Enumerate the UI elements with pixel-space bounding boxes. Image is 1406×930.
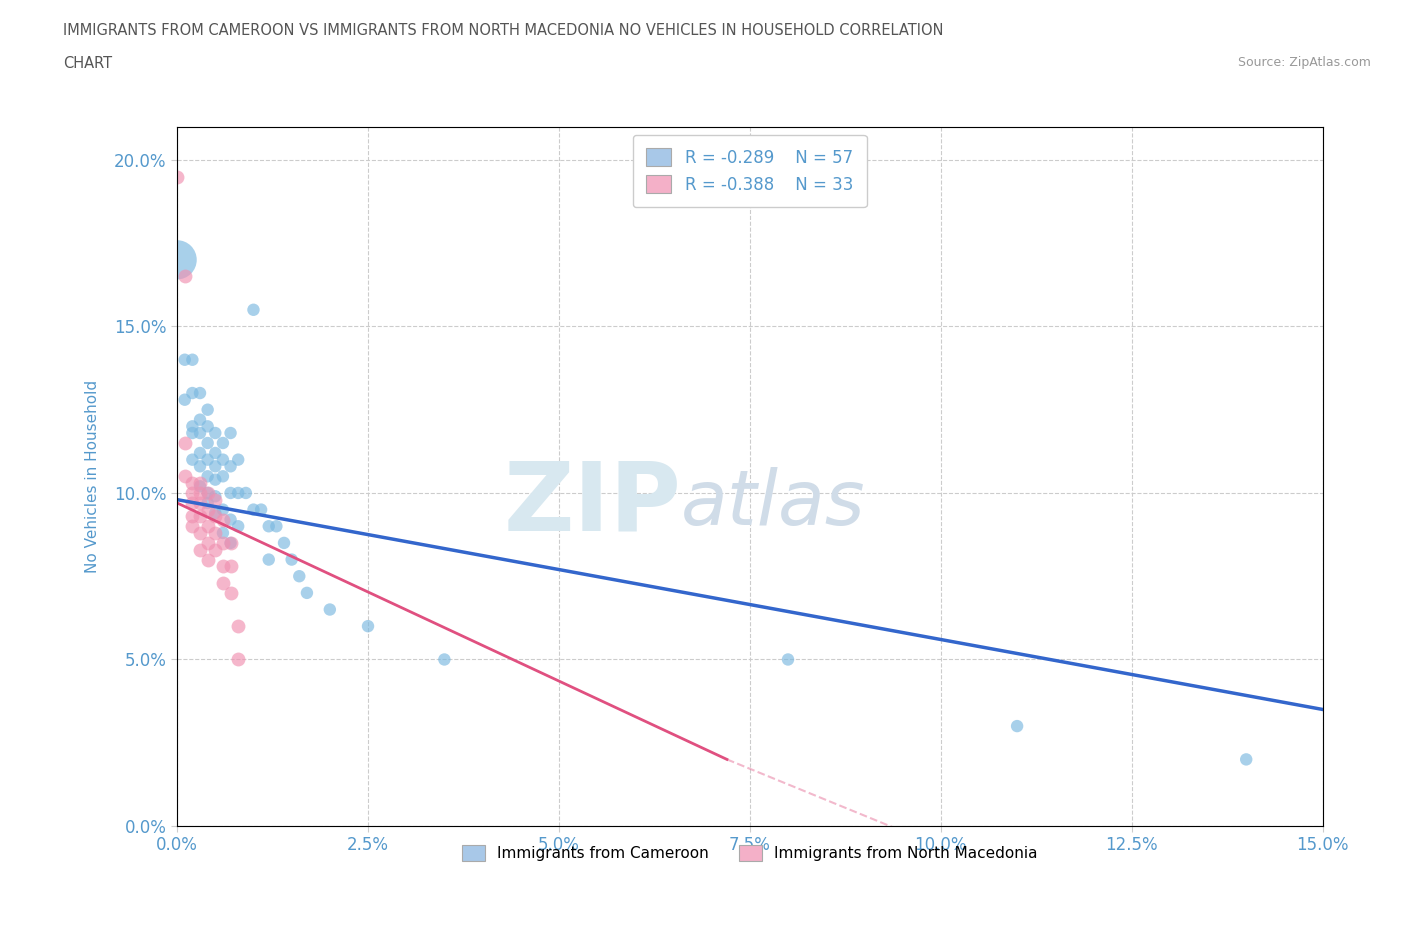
Point <box>197 418 219 433</box>
Point <box>219 512 242 527</box>
Point <box>1234 752 1257 767</box>
Point <box>776 652 799 667</box>
Point <box>197 496 219 511</box>
Point <box>242 302 264 317</box>
Point <box>188 479 211 494</box>
Point <box>226 452 249 467</box>
Point <box>166 169 188 184</box>
Point <box>181 386 204 401</box>
Point <box>219 458 242 473</box>
Point <box>197 403 219 418</box>
Point <box>204 542 226 557</box>
Point <box>181 496 204 511</box>
Point <box>319 602 342 617</box>
Point <box>273 536 295 551</box>
Point <box>212 559 235 574</box>
Point <box>219 426 242 441</box>
Point <box>212 452 235 467</box>
Point <box>197 435 219 450</box>
Point <box>204 492 226 507</box>
Point <box>181 452 204 467</box>
Point <box>173 392 195 407</box>
Point <box>219 536 242 551</box>
Point <box>242 502 264 517</box>
Text: ZIP: ZIP <box>503 458 681 551</box>
Point <box>204 489 226 504</box>
Point <box>197 536 219 551</box>
Point <box>257 552 280 567</box>
Point <box>212 536 235 551</box>
Point <box>188 426 211 441</box>
Point <box>197 485 219 500</box>
Point <box>204 509 226 524</box>
Point <box>197 519 219 534</box>
Point <box>188 386 211 401</box>
Point <box>188 458 211 473</box>
Point <box>212 512 235 527</box>
Text: atlas: atlas <box>681 467 866 541</box>
Point <box>188 496 211 511</box>
Point <box>226 652 249 667</box>
Point <box>188 485 211 500</box>
Point <box>212 435 235 450</box>
Point <box>433 652 456 667</box>
Point <box>181 475 204 490</box>
Point <box>280 552 302 567</box>
Point <box>288 569 311 584</box>
Point <box>188 445 211 460</box>
Y-axis label: No Vehicles in Household: No Vehicles in Household <box>86 379 100 573</box>
Point <box>295 585 318 600</box>
Point <box>226 485 249 500</box>
Point <box>197 485 219 500</box>
Point <box>212 502 235 517</box>
Point <box>181 509 204 524</box>
Point <box>1005 719 1028 734</box>
Point <box>219 559 242 574</box>
Point <box>188 509 211 524</box>
Point <box>219 485 242 500</box>
Point <box>181 418 204 433</box>
Point <box>188 525 211 540</box>
Point <box>204 472 226 487</box>
Point <box>188 475 211 490</box>
Point <box>235 485 257 500</box>
Legend: Immigrants from Cameroon, Immigrants from North Macedonia: Immigrants from Cameroon, Immigrants fro… <box>456 839 1045 868</box>
Point <box>226 519 249 534</box>
Point <box>219 585 242 600</box>
Point <box>357 618 380 633</box>
Text: CHART: CHART <box>63 56 112 71</box>
Point <box>166 252 188 267</box>
Point <box>212 576 235 591</box>
Point <box>204 426 226 441</box>
Point <box>204 525 226 540</box>
Point <box>212 469 235 484</box>
Point <box>197 452 219 467</box>
Point <box>204 458 226 473</box>
Point <box>197 502 219 517</box>
Point <box>204 445 226 460</box>
Point <box>197 552 219 567</box>
Point <box>173 352 195 367</box>
Point <box>219 536 242 551</box>
Point <box>173 435 195 450</box>
Point <box>181 352 204 367</box>
Point <box>181 485 204 500</box>
Point <box>188 412 211 427</box>
Point <box>226 618 249 633</box>
Point <box>181 426 204 441</box>
Point <box>266 519 288 534</box>
Point <box>257 519 280 534</box>
Point <box>173 469 195 484</box>
Point <box>204 506 226 521</box>
Point <box>188 542 211 557</box>
Point <box>197 469 219 484</box>
Text: IMMIGRANTS FROM CAMEROON VS IMMIGRANTS FROM NORTH MACEDONIA NO VEHICLES IN HOUSE: IMMIGRANTS FROM CAMEROON VS IMMIGRANTS F… <box>63 23 943 38</box>
Point <box>181 519 204 534</box>
Point <box>212 525 235 540</box>
Point <box>173 269 195 284</box>
Point <box>250 502 273 517</box>
Text: Source: ZipAtlas.com: Source: ZipAtlas.com <box>1237 56 1371 69</box>
